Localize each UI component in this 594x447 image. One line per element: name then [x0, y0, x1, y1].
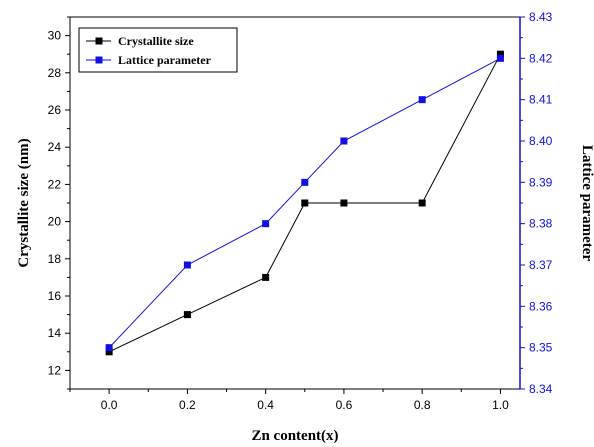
- series-0-point: [340, 199, 348, 207]
- x-tick-label: 0.4: [257, 398, 274, 412]
- plot-frame: [69, 16, 521, 390]
- x-tick-label: 1.0: [492, 398, 509, 412]
- series-1-point: [183, 261, 191, 269]
- y-left-tick-label: 12: [48, 363, 62, 377]
- y-left-tick-label: 30: [48, 29, 62, 43]
- y-left-tick-label: 18: [48, 252, 62, 266]
- legend-label-lattice: Lattice parameter: [118, 53, 212, 67]
- y-axis-left-title: Crystallite size (nm): [16, 138, 32, 267]
- y-left-tick-label: 28: [48, 66, 62, 80]
- y-right-tick-label: 8.43: [529, 10, 553, 24]
- y-left-tick-label: 24: [48, 140, 62, 154]
- legend-label-crystallite: Crystallite size: [118, 34, 194, 48]
- y-left-tick-label: 20: [48, 215, 62, 229]
- series-1-point: [105, 344, 113, 352]
- y-right-tick-label: 8.37: [529, 258, 553, 272]
- legend-marker-lattice: [95, 56, 103, 64]
- series-1-point: [496, 54, 504, 62]
- y-right-tick-label: 8.34: [529, 382, 553, 396]
- series-0-point: [105, 348, 113, 356]
- series-0-point: [496, 50, 504, 58]
- y-right-tick-label: 8.36: [529, 299, 553, 313]
- legend-box: [78, 27, 238, 73]
- series-1-point: [340, 137, 348, 145]
- x-tick-label: 0.2: [179, 398, 196, 412]
- legend: Crystallite size Lattice parameter: [78, 27, 238, 73]
- y-right-tick-label: 8.38: [529, 217, 553, 231]
- x-tick-label: 0.6: [336, 398, 353, 412]
- y-right-tick-label: 8.41: [529, 93, 553, 107]
- series-1-point: [301, 178, 309, 186]
- series-0-point: [183, 311, 191, 319]
- y-left-tick-label: 14: [48, 326, 62, 340]
- y-axis-right-title: Lattice parameter: [579, 145, 594, 262]
- y-left-tick-label: 16: [48, 289, 62, 303]
- x-axis-title: Zn content(x): [251, 428, 338, 444]
- y-right-tick-label: 8.42: [529, 51, 553, 65]
- series-0-point: [418, 199, 426, 207]
- x-tick-label: 0.0: [101, 398, 118, 412]
- y-left-tick-label: 22: [48, 177, 62, 191]
- series-0-point: [262, 273, 270, 281]
- legend-marker-crystallite: [95, 37, 103, 45]
- y-right-tick-label: 8.40: [529, 134, 553, 148]
- series-1-point: [418, 96, 426, 104]
- series-1-point: [262, 220, 270, 228]
- x-tick-label: 0.8: [414, 398, 431, 412]
- series-0-point: [301, 199, 309, 207]
- y-right-tick-label: 8.35: [529, 341, 553, 355]
- y-left-tick-label: 26: [48, 103, 62, 117]
- y-right-tick-label: 8.39: [529, 175, 553, 189]
